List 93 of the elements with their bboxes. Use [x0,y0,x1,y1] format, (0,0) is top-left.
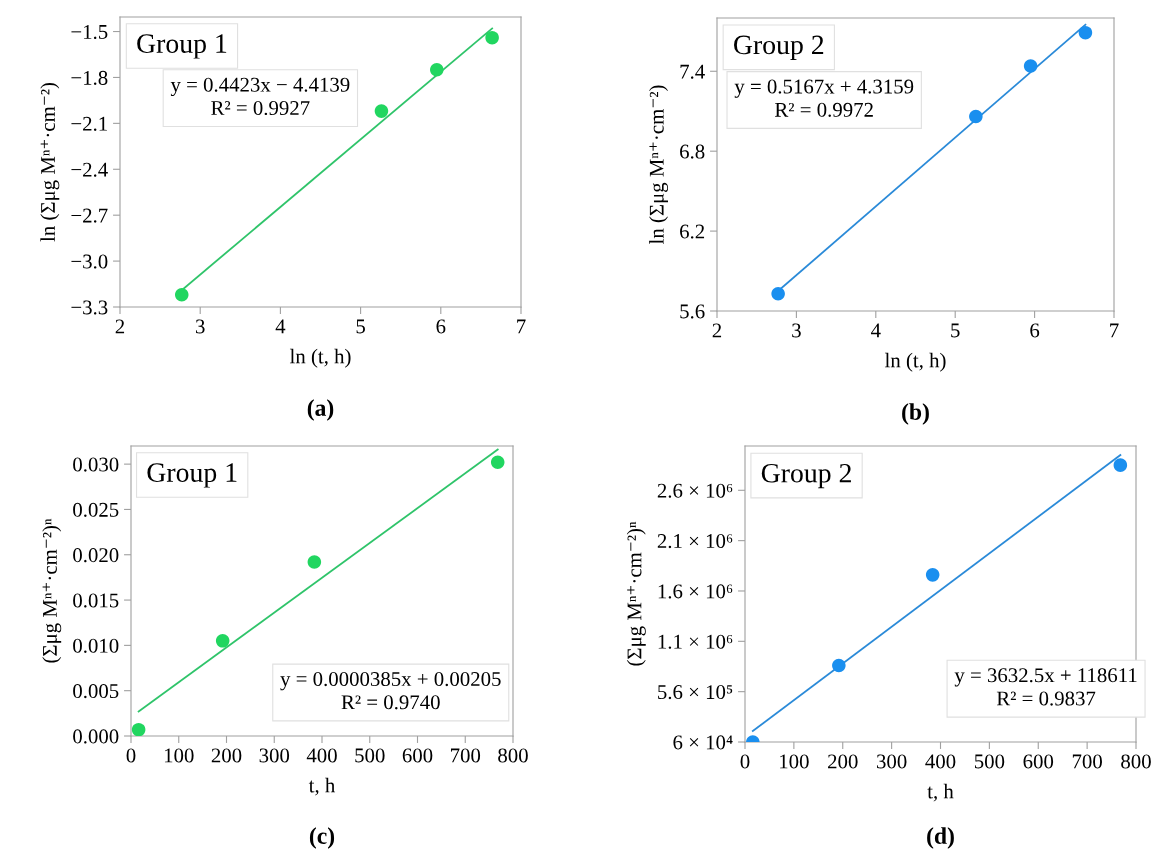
x-tick-label: 200 [211,748,242,763]
x-axis-title: ln (t, h) [884,352,946,372]
y-tick-label: 7.4 [680,64,705,79]
annotation: R² = 0.9927 [211,100,310,116]
y-tick-label: 0.025 [73,502,119,517]
x-tick-label: 600 [402,748,433,763]
annotation: y = 0.4423x − 4.4139 [170,77,350,97]
point [307,555,322,569]
x-tick-label: 4 [275,319,286,334]
x-tick-label: 800 [498,748,528,763]
point [969,109,983,124]
text: (d) [927,827,954,849]
x-tick-label: 2 [712,323,722,338]
y-tick-label: 0.005 [73,684,119,699]
text: (b) [902,403,929,425]
y-tick-label: 0.015 [73,593,119,608]
x-tick-label: 4 [871,323,881,338]
y-axis-title: (Σμg Mⁿ⁺·cm⁻²)ⁿ [626,521,646,666]
y-tick-label: −2.7 [71,208,108,223]
x-tick-label: 700 [1072,754,1102,769]
point [430,63,444,77]
y-tick-label: −3.3 [71,300,108,315]
point [771,286,785,301]
x-tick-label: 0 [740,754,750,769]
annotation: R² = 0.9740 [341,695,440,710]
x-tick-label: 7 [1110,323,1119,338]
x-axis-title: t, h [927,783,954,802]
annotation: y = 0.0000385x + 0.00205 [280,671,501,691]
x-tick-label: 3 [792,323,801,338]
x-tick-label: 100 [780,754,809,769]
x-tick-label: 6 [436,319,446,334]
x-tick-label: 5 [951,323,960,338]
annotation: Group 1 [137,34,227,59]
y-tick-label: 2.6 × 10⁶ [657,483,733,498]
annotation: Group 2 [761,463,851,489]
x-tick-label: 600 [1023,754,1054,769]
x-tick-label: 7 [517,319,526,334]
y-tick-label: 1.6 × 10⁶ [658,584,733,599]
annotation: R² = 0.9972 [774,102,873,117]
point [925,568,940,582]
y-tick-label: −1.8 [71,70,108,85]
y-axis-title: ln (Σμg Mⁿ⁺·cm⁻²) [649,85,669,245]
point [174,287,189,302]
y-tick-label: 1.1 × 10⁶ [658,634,733,649]
x-tick-label: 5 [356,319,365,334]
y-axis-title: ln (Σμg Mⁿ⁺·cm⁻²) [40,82,60,242]
text: (a) [307,399,334,421]
y-tick-label: 6.2 [680,224,705,239]
x-tick-label: 6 [1030,323,1040,338]
x-tick-label: 700 [451,748,481,763]
point [131,722,146,736]
annotation: R² = 0.9837 [996,691,1096,706]
point [215,634,230,648]
y-tick-label: −2.4 [71,162,108,177]
y-tick-label: 6 × 10⁴ [673,735,733,750]
x-tick-label: 2 [115,319,125,334]
text: (c) [309,827,335,849]
annotation: Group 1 [147,463,237,488]
y-tick-label: −1.5 [71,25,108,40]
point [1113,458,1128,472]
point [374,104,389,118]
y-tick-label: 5.6 [680,304,705,319]
y-tick-label: 0.020 [73,548,119,563]
x-tick-label: 0 [126,748,136,763]
y-axis-title: (Σμg Mⁿ⁺·cm⁻²)ⁿ [42,518,62,663]
x-axis-title: t, h [308,777,336,796]
x-tick-label: 200 [828,754,858,769]
x-tick-label: 400 [925,754,956,769]
point [1078,25,1093,40]
x-axis-title: ln (t, h) [289,348,351,368]
y-tick-label: −3.0 [71,254,108,269]
point [490,455,505,470]
x-tick-label: 500 [355,748,385,763]
x-tick-label: 300 [259,748,290,763]
point [1023,59,1038,73]
x-tick-label: 300 [877,754,907,769]
y-tick-label: 0.000 [73,729,119,744]
x-tick-label: 800 [1121,754,1151,769]
x-tick-label: 400 [306,748,337,763]
y-tick-label: 5.6 × 10⁵ [658,685,733,700]
point [485,30,499,45]
x-tick-label: 3 [195,319,205,334]
annotation: y = 3632.5x + 118611 [954,668,1137,687]
y-tick-label: 6.8 [680,144,705,159]
y-tick-label: 0.030 [73,457,119,472]
x-tick-label: 100 [164,748,194,763]
annotation: Group 2 [734,35,824,60]
x-tick-label: 500 [974,754,1005,769]
y-tick-label: 0.010 [73,638,119,653]
y-tick-label: 2.1 × 10⁶ [657,534,733,549]
y-tick-label: −2.1 [71,116,107,131]
annotation: y = 0.5167x + 4.3159 [734,79,914,98]
point [832,658,846,673]
